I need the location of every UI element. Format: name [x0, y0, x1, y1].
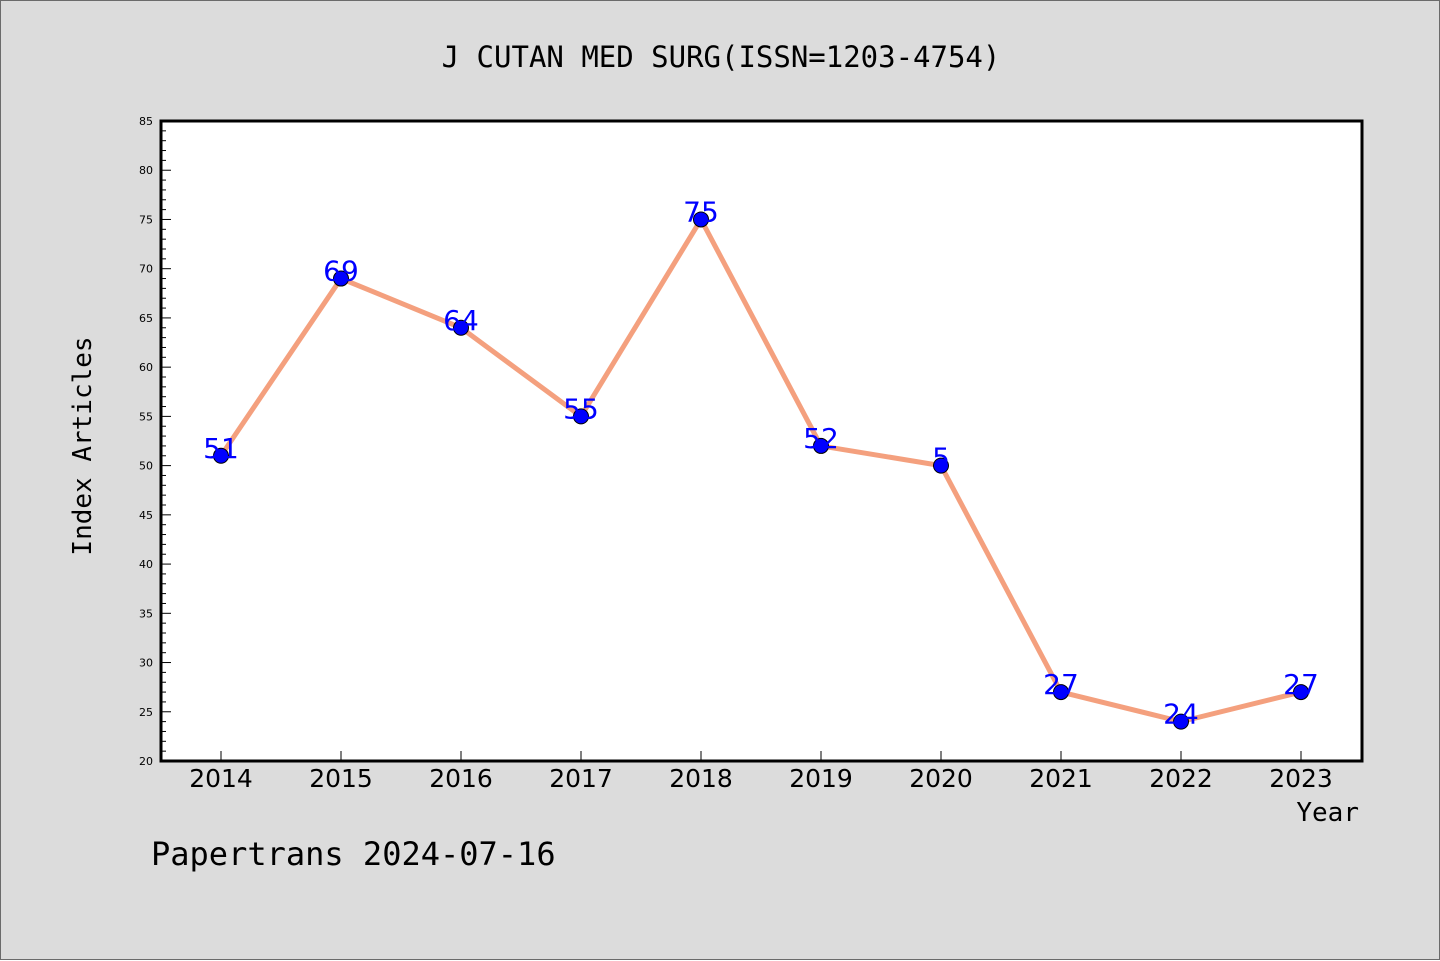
data-point: [1053, 684, 1069, 701]
plot-area: [159, 119, 1364, 763]
x-tick-label: 2015: [309, 764, 373, 793]
y-tick-label: 55: [139, 410, 153, 423]
y-tick-label: 25: [139, 706, 153, 719]
x-tick-label: 2022: [1149, 764, 1213, 793]
data-label: 24: [1163, 698, 1199, 731]
data-point: [1173, 713, 1189, 730]
series-line: [218, 216, 1302, 725]
y-tick-label: 80: [139, 164, 153, 177]
y-tick-label: 65: [139, 312, 153, 325]
data-label: 69: [323, 255, 359, 288]
x-tick-label: 2021: [1029, 764, 1093, 793]
watermark-text: Papertrans 2024-07-16: [151, 835, 556, 873]
x-tick-label: 2018: [669, 764, 733, 793]
data-point: [813, 437, 829, 454]
y-tick-label: 75: [139, 213, 153, 226]
y-axis-label: Index Articles: [68, 336, 98, 555]
data-label: 27: [1043, 668, 1079, 701]
x-tick-label: 2017: [549, 764, 613, 793]
data-label: 55: [563, 392, 599, 425]
data-label: 75: [683, 195, 719, 228]
data-point: [693, 211, 709, 228]
data-point: [1293, 684, 1309, 701]
data-point: [453, 319, 469, 336]
data-point: [933, 457, 949, 474]
data-labels: 51 69 64 55 75 52 5 27 24 27: [203, 195, 1319, 730]
y-tick-label: 20: [139, 755, 153, 768]
data-point: [573, 408, 589, 425]
x-tick-label: 2020: [909, 764, 973, 793]
x-tick-label: 2016: [429, 764, 493, 793]
data-point: [213, 447, 229, 464]
x-tick-label: 2014: [189, 764, 253, 793]
data-label: 64: [443, 304, 479, 337]
x-axis: 2014 2015 2016 2017 2018 2019 2020 2021 2022 2023: [189, 751, 1333, 793]
y-tick-label: 45: [139, 509, 153, 522]
y-tick-label: 70: [139, 263, 153, 276]
y-tick-label: 40: [139, 558, 153, 571]
data-label: 51: [203, 432, 239, 465]
x-tick-label: 2023: [1269, 764, 1333, 793]
y-axis: 20 25 30 35 40 45 50 55 60 65 70 75 80 85: [139, 115, 171, 768]
y-tick-label: 50: [139, 460, 153, 473]
data-label: 52: [803, 422, 839, 455]
data-point: [333, 270, 349, 287]
data-points: [213, 211, 1309, 730]
y-tick-label: 60: [139, 361, 153, 374]
x-axis-label: Year: [1296, 798, 1359, 828]
data-label: 5: [932, 442, 950, 475]
data-label: 27: [1283, 668, 1319, 701]
y-tick-label: 85: [139, 115, 153, 128]
x-tick-label: 2019: [789, 764, 853, 793]
chart-title: J CUTAN MED SURG(ISSN=1203-4754): [442, 40, 1001, 74]
y-tick-label: 30: [139, 657, 153, 670]
y-tick-label: 35: [139, 607, 153, 620]
